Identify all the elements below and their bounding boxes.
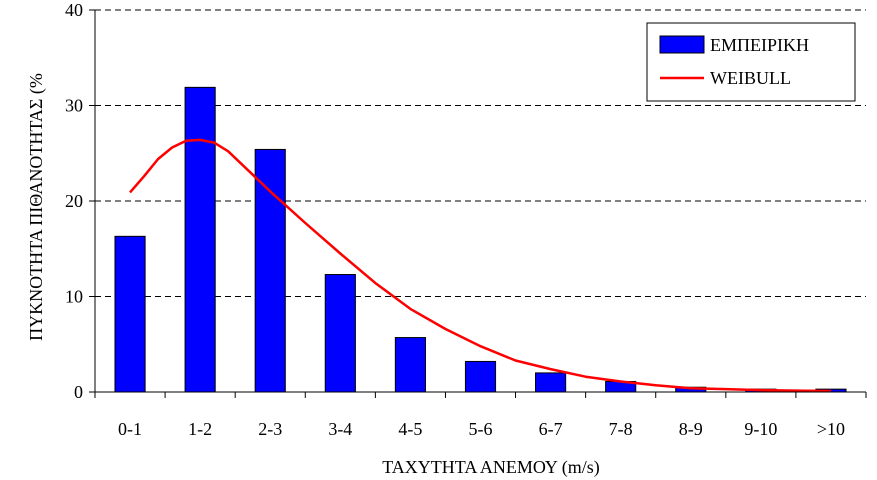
x-tick-label: 5-6: [469, 419, 493, 439]
y-tick-label: 30: [65, 96, 83, 116]
bar: [324, 274, 356, 393]
y-tick-label: 10: [65, 287, 83, 307]
y-tick-labels: 0 10 20 30 40: [65, 0, 83, 402]
axes: [89, 9, 867, 398]
grid-lines: [95, 9, 866, 297]
x-tick-label: 7-8: [609, 419, 633, 439]
x-tick-label: 0-1: [118, 419, 142, 439]
series-line: [129, 138, 832, 393]
y-axis-title: ΠΥΚΝΟΤΗΤΑ ΠΙΘΑΝΟΤΗΤΑΣ (%: [26, 73, 47, 341]
legend-label-bar: ΕΜΠΕΙΡΙΚΗ: [710, 35, 809, 55]
legend: ΕΜΠΕΙΡΙΚΗ WEIBULL: [646, 22, 856, 102]
bar: [114, 235, 146, 393]
x-tick-label: 6-7: [539, 419, 563, 439]
x-tick-label: 4-5: [398, 419, 422, 439]
x-tick-label: 8-9: [679, 419, 703, 439]
bar: [184, 86, 216, 393]
x-tick-labels: 0-1 1-2 2-3 3-4 4-5 5-6 6-7 7-8 8-9 9-10 >10: [118, 419, 845, 439]
x-tick-label: 3-4: [328, 419, 352, 439]
legend-label-line: WEIBULL: [710, 68, 791, 88]
x-tick-label: 9-10: [744, 419, 777, 439]
x-tick-label: 1-2: [188, 419, 212, 439]
x-tick-label: >10: [817, 419, 845, 439]
bar: [464, 360, 497, 393]
y-tick-label: 40: [65, 0, 83, 20]
bar: [394, 337, 426, 393]
y-tick-label: 0: [74, 382, 83, 402]
line-series: [129, 138, 832, 393]
x-axis-title: ΤΑΧΥΤΗΤΑ ΑΝΕΜΟΥ (m/s): [382, 457, 600, 478]
bar: [535, 372, 567, 393]
bar: [254, 148, 286, 393]
legend-swatch-bar: [659, 35, 705, 54]
y-tick-label: 20: [65, 191, 83, 211]
x-tick-label: 2-3: [258, 419, 282, 439]
